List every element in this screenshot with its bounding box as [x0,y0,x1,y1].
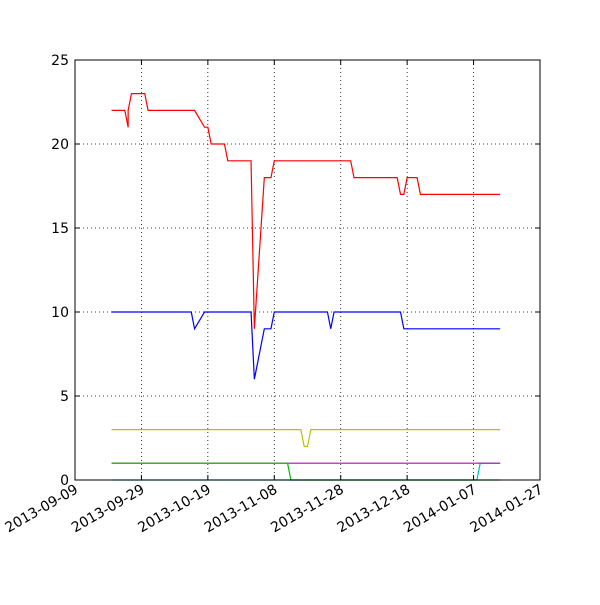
series-line-1 [111,93,501,329]
y-tick-label: 0 [60,473,69,489]
tick-layer [74,59,541,481]
y-tick-labels: 0 5 10 15 20 25 [51,53,69,489]
y-tick-label: 5 [60,389,69,405]
x-tick-label: 2013-10-19 [135,482,213,537]
series-line-2 [111,311,501,380]
x-tick-label: 2013-09-09 [3,482,81,537]
series-layer [111,93,501,481]
y-tick-label: 10 [51,305,69,321]
y-tick-label: 25 [51,53,69,69]
x-tick-label: 2013-11-08 [202,482,280,537]
plot-frame [74,59,541,481]
grid-layer [75,60,540,480]
series-line-4 [111,462,501,481]
x-tick-label: 2013-11-28 [268,482,346,537]
x-tick-label: 2013-12-18 [335,482,413,537]
x-tick-label: 2014-01-07 [401,482,479,537]
x-tick-label: 2013-09-29 [69,482,147,537]
series-line-6 [111,462,501,481]
x-tick-labels: 2013-09-092013-09-292013-10-192013-11-08… [3,482,546,537]
x-tick-label: 2014-01-27 [468,482,546,537]
y-tick-label: 15 [51,221,69,237]
series-line-3 [111,429,501,447]
y-tick-label: 20 [51,137,69,153]
